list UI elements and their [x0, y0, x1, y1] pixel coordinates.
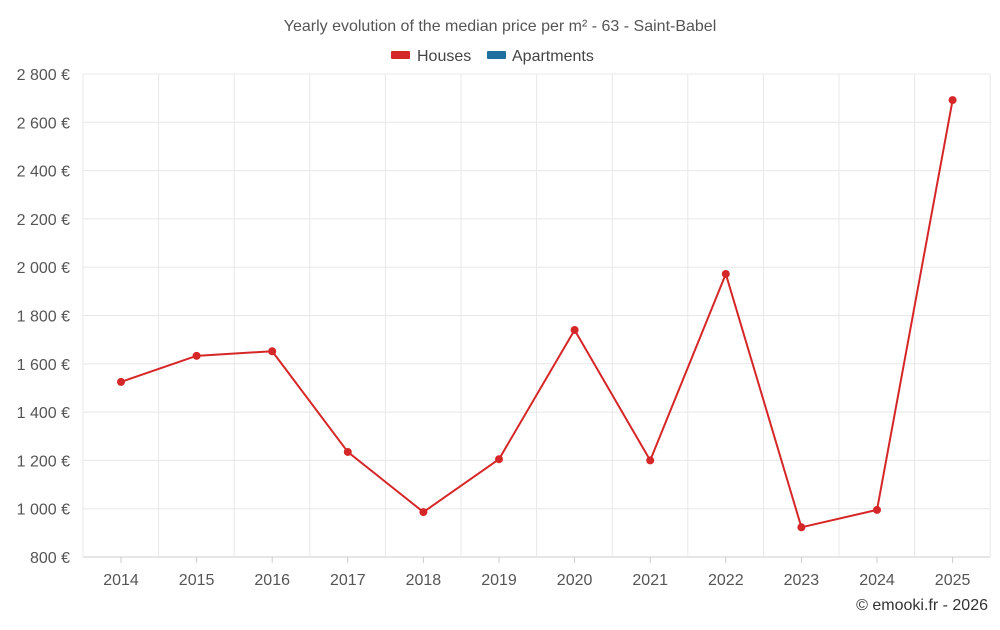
chart-title: Yearly evolution of the median price per…: [284, 18, 717, 35]
data-point-houses-2021[interactable]: [646, 456, 655, 465]
credit-text: © emooki.fr - 2026: [856, 597, 988, 614]
x-tick-label: 2022: [708, 572, 744, 589]
x-tick-label: 2016: [254, 572, 290, 589]
y-tick-label: 800 €: [30, 550, 70, 567]
data-point-houses-2022[interactable]: [721, 269, 730, 278]
x-tick-label: 2019: [481, 572, 517, 589]
x-tick-label: 2014: [103, 572, 139, 589]
x-tick-label: 2020: [557, 572, 593, 589]
y-tick-label: 2 600 €: [17, 115, 70, 132]
x-tick-label: 2024: [859, 572, 895, 589]
legend-swatch-apartments: [487, 51, 506, 59]
legend-swatch-houses: [391, 51, 410, 59]
y-tick-label: 2 800 €: [17, 67, 70, 84]
x-tick-label: 2018: [406, 572, 442, 589]
series-line-houses: [120, 99, 954, 529]
y-tick-label: 1 600 €: [17, 357, 70, 374]
x-tick-label: 2017: [330, 572, 366, 589]
data-point-houses-2019[interactable]: [495, 455, 503, 464]
y-tick-label: 2 200 €: [17, 212, 70, 229]
y-tick-label: 1 800 €: [17, 309, 70, 326]
legend-item-apartments[interactable]: Apartments: [487, 48, 594, 65]
data-point-houses-2014[interactable]: [117, 377, 125, 386]
x-axis-tick-labels: 2014 2015 2016 2017 2018 2019 2020 2021 2022 2023…: [103, 557, 970, 589]
legend: Houses Apartments: [391, 48, 594, 65]
y-tick-label: 1 400 €: [17, 405, 70, 422]
y-tick-label: 2 000 €: [17, 260, 70, 277]
x-tick-label: 2023: [784, 572, 820, 589]
series-houses: [117, 96, 957, 532]
data-point-houses-2015[interactable]: [192, 351, 201, 360]
legend-label-apartments: Apartments: [512, 48, 594, 65]
x-tick-label: 2021: [632, 572, 668, 589]
y-tick-label: 1 000 €: [17, 502, 70, 519]
data-point-houses-2024[interactable]: [873, 505, 881, 514]
data-point-houses-2020[interactable]: [570, 325, 579, 334]
data-point-houses-2017[interactable]: [343, 447, 352, 456]
x-gridlines: [82, 74, 991, 557]
x-tick-label: 2025: [935, 572, 971, 589]
legend-label-houses: Houses: [417, 48, 471, 65]
data-point-houses-2023[interactable]: [797, 523, 806, 532]
data-point-houses-2016[interactable]: [268, 347, 277, 356]
data-point-houses-2018[interactable]: [419, 508, 428, 517]
y-axis-tick-labels: 800 € 1 000 € 1 200 € 1 400 € 1 600 € 1 800 €…: [17, 67, 70, 567]
legend-item-houses[interactable]: Houses: [391, 48, 471, 65]
x-tick-label: 2015: [179, 572, 215, 589]
y-tick-label: 2 400 €: [17, 164, 70, 181]
data-point-houses-2025[interactable]: [948, 96, 957, 105]
y-tick-label: 1 200 €: [17, 453, 70, 470]
